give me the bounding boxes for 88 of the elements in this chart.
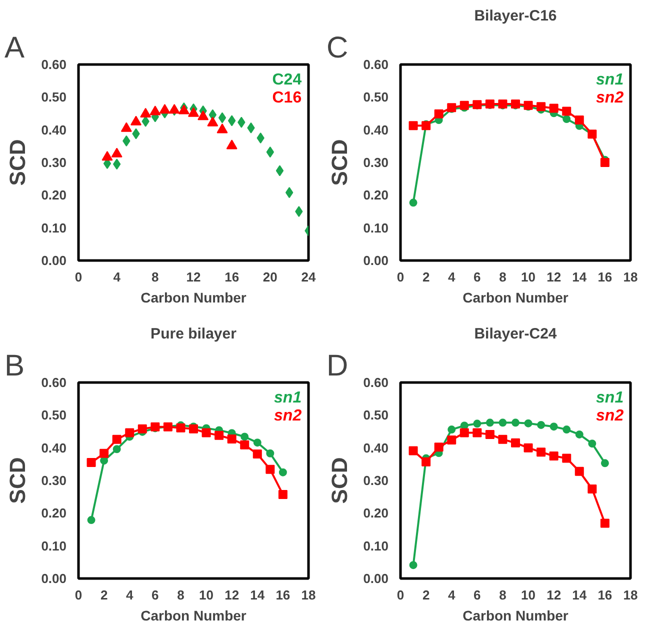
y-tick-label: 0.20 [41, 506, 67, 521]
chart-title: Bilayer-C16 [474, 8, 557, 24]
text: D [326, 350, 348, 382]
x-tick-label: 0 [74, 270, 82, 284]
text: sn1 [596, 72, 624, 89]
y-axis-title: SCD [5, 457, 30, 504]
y-tick-label: 0.20 [363, 188, 389, 203]
x-tick-label: 24 [301, 270, 316, 284]
x-tick-label: 12 [186, 270, 201, 284]
x-tick-label: 16 [224, 270, 240, 284]
y-tick-label: 0.30 [363, 155, 389, 170]
y-tick-label: 0.50 [363, 90, 389, 105]
x-tick-label: 8 [499, 588, 506, 602]
x-axis-title: Carbon Number [140, 290, 247, 306]
x-tick-label: 16 [598, 588, 612, 602]
y-tick-label: 0.30 [41, 155, 67, 170]
x-axis-title: Carbon Number [140, 608, 247, 624]
y-tick-label: 0.50 [363, 408, 389, 423]
x-tick-label: 10 [521, 270, 536, 284]
x-tick-label: 8 [499, 270, 506, 284]
x-tick-label: 4 [113, 270, 122, 284]
y-tick-label: 0.00 [41, 253, 67, 268]
x-tick-label: 2 [422, 270, 430, 284]
x-tick-label: 14 [572, 270, 588, 284]
y-tick-label: 0.50 [41, 408, 67, 423]
x-tick-label: 2 [100, 588, 108, 602]
y-tick-label: 0.40 [363, 440, 389, 456]
x-tick-label: 12 [224, 588, 240, 602]
y-tick-label: 0.20 [41, 188, 67, 203]
x-tick-label: 20 [262, 270, 278, 284]
series-label: sn2 [596, 89, 624, 106]
y-tick-label: 0.60 [41, 57, 67, 72]
y-tick-label: 0.30 [363, 473, 389, 488]
y-tick-label: 0.00 [41, 571, 67, 586]
x-tick-label: 10 [199, 588, 214, 602]
x-axis-title: Carbon Number [462, 290, 569, 306]
text: C [326, 32, 348, 64]
y-tick-label: 0.10 [41, 220, 67, 236]
text: C24 [272, 72, 302, 89]
text: A [4, 32, 25, 64]
y-tick-label: 0.10 [363, 538, 389, 554]
y-tick-label: 0.40 [363, 122, 389, 138]
x-tick-label: 18 [623, 588, 638, 602]
x-tick-label: 14 [250, 588, 266, 602]
x-tick-label: 0 [74, 588, 82, 602]
text: sn2 [596, 407, 624, 424]
x-tick-label: 0 [396, 588, 404, 602]
x-tick-label: 6 [152, 588, 159, 602]
x-tick-label: 6 [474, 588, 481, 602]
series-label: sn2 [274, 407, 302, 424]
x-tick-label: 16 [276, 588, 290, 602]
text: sn1 [274, 390, 302, 407]
y-tick-label: 0.00 [363, 253, 389, 268]
x-tick-label: 12 [546, 270, 562, 284]
y-tick-label: 0.00 [363, 571, 389, 586]
x-tick-label: 14 [572, 588, 588, 602]
text: B [4, 350, 25, 382]
y-tick-label: 0.50 [41, 90, 67, 105]
y-axis-title: SCD [5, 139, 30, 186]
series-label: sn1 [596, 390, 624, 407]
y-axis-title: SCD [327, 457, 352, 504]
x-tick-label: 6 [474, 270, 481, 284]
chart-title: Bilayer-C24 [474, 326, 558, 342]
x-tick-label: 8 [177, 588, 184, 602]
x-tick-label: 8 [152, 270, 159, 284]
x-tick-label: 4 [448, 270, 456, 284]
chart-title: Pure bilayer [150, 326, 237, 342]
y-tick-label: 0.60 [41, 375, 67, 390]
x-tick-label: 18 [623, 270, 638, 284]
text: C16 [272, 89, 302, 106]
x-tick-label: 2 [422, 588, 430, 602]
x-tick-label: 4 [448, 588, 456, 602]
y-tick-label: 0.30 [41, 473, 67, 488]
x-tick-label: 18 [301, 588, 316, 602]
y-axis-title: SCD [327, 139, 352, 186]
x-tick-label: 4 [126, 588, 134, 602]
x-axis-title: Carbon Number [462, 608, 569, 624]
y-tick-label: 0.40 [41, 122, 67, 138]
x-tick-label: 10 [521, 588, 536, 602]
y-tick-label: 0.10 [363, 220, 389, 236]
y-tick-label: 0.40 [41, 440, 67, 456]
y-tick-label: 0.20 [363, 506, 389, 521]
y-tick-label: 0.60 [363, 57, 389, 72]
y-tick-label: 0.10 [41, 538, 67, 554]
x-tick-label: 12 [546, 588, 562, 602]
x-tick-label: 0 [396, 270, 404, 284]
y-tick-label: 0.60 [363, 375, 389, 390]
x-tick-label: 16 [598, 270, 612, 284]
